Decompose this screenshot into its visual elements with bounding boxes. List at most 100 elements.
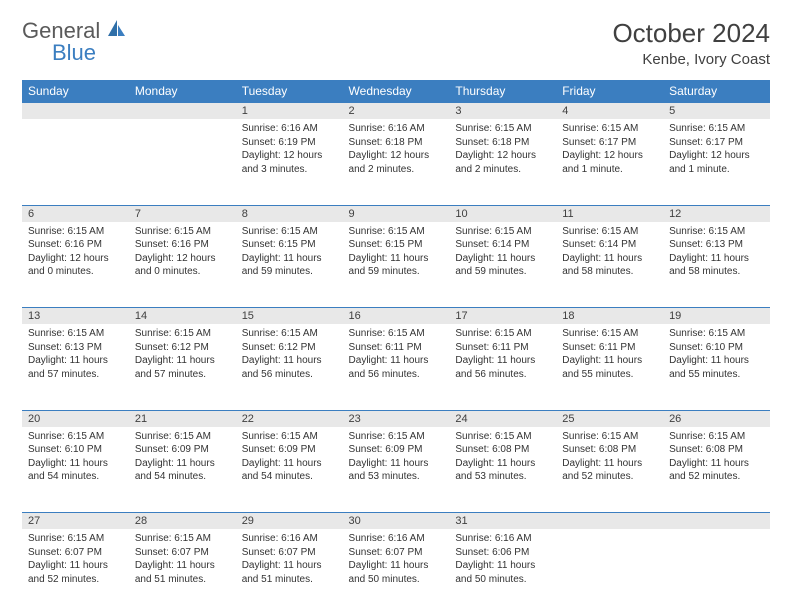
day-cell: Sunrise: 6:15 AMSunset: 6:13 PMDaylight:…	[663, 222, 770, 285]
day-number: 2	[343, 103, 450, 119]
day-number: 25	[556, 411, 663, 427]
day-cell: Sunrise: 6:16 AMSunset: 6:19 PMDaylight:…	[236, 119, 343, 182]
logo-sail-icon	[106, 18, 126, 44]
sunset-text: Sunset: 6:16 PM	[135, 238, 230, 252]
day-content-cell: Sunrise: 6:15 AMSunset: 6:09 PMDaylight:…	[129, 427, 236, 513]
daylight-text: Daylight: 11 hours and 56 minutes.	[455, 354, 550, 381]
day-number: 10	[449, 206, 556, 222]
day-cell: Sunrise: 6:15 AMSunset: 6:11 PMDaylight:…	[343, 324, 450, 387]
day-number-cell	[663, 513, 770, 530]
daylight-text: Daylight: 11 hours and 54 minutes.	[242, 457, 337, 484]
day-content-cell	[556, 529, 663, 615]
day-cell: Sunrise: 6:15 AMSunset: 6:10 PMDaylight:…	[22, 427, 129, 490]
daylight-text: Daylight: 11 hours and 51 minutes.	[135, 559, 230, 586]
day-number-cell	[22, 103, 129, 120]
sunset-text: Sunset: 6:09 PM	[242, 443, 337, 457]
day-number-cell: 20	[22, 410, 129, 427]
day-cell: Sunrise: 6:15 AMSunset: 6:14 PMDaylight:…	[556, 222, 663, 285]
sunset-text: Sunset: 6:07 PM	[349, 546, 444, 560]
day-content-cell: Sunrise: 6:15 AMSunset: 6:12 PMDaylight:…	[236, 324, 343, 410]
sunrise-text: Sunrise: 6:15 AM	[135, 532, 230, 546]
daylight-text: Daylight: 11 hours and 50 minutes.	[349, 559, 444, 586]
day-number-cell: 2	[343, 103, 450, 120]
day-number: 16	[343, 308, 450, 324]
day-number: 12	[663, 206, 770, 222]
daylight-text: Daylight: 12 hours and 1 minute.	[669, 149, 764, 176]
day-content-cell: Sunrise: 6:16 AMSunset: 6:07 PMDaylight:…	[236, 529, 343, 615]
sunset-text: Sunset: 6:16 PM	[28, 238, 123, 252]
day-content-row: Sunrise: 6:15 AMSunset: 6:07 PMDaylight:…	[22, 529, 770, 615]
day-cell: Sunrise: 6:15 AMSunset: 6:12 PMDaylight:…	[236, 324, 343, 387]
header: General October 2024 Kenbe, Ivory Coast	[22, 18, 770, 68]
sunrise-text: Sunrise: 6:15 AM	[562, 430, 657, 444]
day-number: 13	[22, 308, 129, 324]
day-cell: Sunrise: 6:15 AMSunset: 6:07 PMDaylight:…	[129, 529, 236, 592]
day-content-cell: Sunrise: 6:15 AMSunset: 6:11 PMDaylight:…	[449, 324, 556, 410]
day-cell: Sunrise: 6:16 AMSunset: 6:18 PMDaylight:…	[343, 119, 450, 182]
weekday-header: Thursday	[449, 80, 556, 103]
daylight-text: Daylight: 11 hours and 54 minutes.	[28, 457, 123, 484]
daylight-text: Daylight: 11 hours and 53 minutes.	[455, 457, 550, 484]
day-number-cell: 29	[236, 513, 343, 530]
day-number: 24	[449, 411, 556, 427]
month-title: October 2024	[612, 18, 770, 49]
sunset-text: Sunset: 6:07 PM	[28, 546, 123, 560]
sunset-text: Sunset: 6:17 PM	[562, 136, 657, 150]
sunrise-text: Sunrise: 6:15 AM	[562, 225, 657, 239]
daylight-text: Daylight: 11 hours and 50 minutes.	[455, 559, 550, 586]
sunrise-text: Sunrise: 6:15 AM	[669, 122, 764, 136]
day-content-cell: Sunrise: 6:16 AMSunset: 6:18 PMDaylight:…	[343, 119, 450, 205]
day-cell: Sunrise: 6:15 AMSunset: 6:09 PMDaylight:…	[343, 427, 450, 490]
sunrise-text: Sunrise: 6:16 AM	[242, 122, 337, 136]
sunrise-text: Sunrise: 6:15 AM	[135, 430, 230, 444]
day-cell: Sunrise: 6:15 AMSunset: 6:17 PMDaylight:…	[556, 119, 663, 182]
sunrise-text: Sunrise: 6:15 AM	[669, 225, 764, 239]
day-number: 9	[343, 206, 450, 222]
sunset-text: Sunset: 6:11 PM	[562, 341, 657, 355]
day-number: 26	[663, 411, 770, 427]
day-cell: Sunrise: 6:15 AMSunset: 6:15 PMDaylight:…	[236, 222, 343, 285]
daylight-text: Daylight: 11 hours and 54 minutes.	[135, 457, 230, 484]
day-number: 17	[449, 308, 556, 324]
daylight-text: Daylight: 11 hours and 59 minutes.	[349, 252, 444, 279]
calendar-table: Sunday Monday Tuesday Wednesday Thursday…	[22, 80, 770, 615]
sunrise-text: Sunrise: 6:15 AM	[242, 225, 337, 239]
day-cell: Sunrise: 6:15 AMSunset: 6:13 PMDaylight:…	[22, 324, 129, 387]
daylight-text: Daylight: 11 hours and 59 minutes.	[242, 252, 337, 279]
daylight-text: Daylight: 12 hours and 2 minutes.	[455, 149, 550, 176]
sunrise-text: Sunrise: 6:15 AM	[28, 327, 123, 341]
day-number-cell: 12	[663, 205, 770, 222]
day-cell: Sunrise: 6:15 AMSunset: 6:07 PMDaylight:…	[22, 529, 129, 592]
day-number-row: 12345	[22, 103, 770, 120]
day-content-cell: Sunrise: 6:15 AMSunset: 6:16 PMDaylight:…	[22, 222, 129, 308]
sunrise-text: Sunrise: 6:15 AM	[455, 430, 550, 444]
day-number-cell: 3	[449, 103, 556, 120]
day-number: 30	[343, 513, 450, 529]
day-number-cell: 5	[663, 103, 770, 120]
sunrise-text: Sunrise: 6:15 AM	[242, 327, 337, 341]
daylight-text: Daylight: 11 hours and 52 minutes.	[669, 457, 764, 484]
day-content-cell: Sunrise: 6:15 AMSunset: 6:18 PMDaylight:…	[449, 119, 556, 205]
day-cell: Sunrise: 6:15 AMSunset: 6:11 PMDaylight:…	[556, 324, 663, 387]
daylight-text: Daylight: 11 hours and 56 minutes.	[349, 354, 444, 381]
sunrise-text: Sunrise: 6:16 AM	[242, 532, 337, 546]
day-number-row: 6789101112	[22, 205, 770, 222]
daylight-text: Daylight: 11 hours and 57 minutes.	[135, 354, 230, 381]
day-number-cell	[556, 513, 663, 530]
daylight-text: Daylight: 12 hours and 0 minutes.	[135, 252, 230, 279]
day-number-cell: 28	[129, 513, 236, 530]
day-cell: Sunrise: 6:15 AMSunset: 6:08 PMDaylight:…	[449, 427, 556, 490]
day-content-cell: Sunrise: 6:15 AMSunset: 6:09 PMDaylight:…	[236, 427, 343, 513]
day-content-row: Sunrise: 6:16 AMSunset: 6:19 PMDaylight:…	[22, 119, 770, 205]
day-content-cell: Sunrise: 6:15 AMSunset: 6:14 PMDaylight:…	[449, 222, 556, 308]
daylight-text: Daylight: 11 hours and 51 minutes.	[242, 559, 337, 586]
day-number-cell: 9	[343, 205, 450, 222]
day-content-cell: Sunrise: 6:15 AMSunset: 6:11 PMDaylight:…	[556, 324, 663, 410]
day-cell: Sunrise: 6:16 AMSunset: 6:06 PMDaylight:…	[449, 529, 556, 592]
day-number: 22	[236, 411, 343, 427]
sunrise-text: Sunrise: 6:15 AM	[28, 225, 123, 239]
day-number: 4	[556, 103, 663, 119]
sunset-text: Sunset: 6:10 PM	[669, 341, 764, 355]
weekday-header: Monday	[129, 80, 236, 103]
sunrise-text: Sunrise: 6:15 AM	[28, 430, 123, 444]
